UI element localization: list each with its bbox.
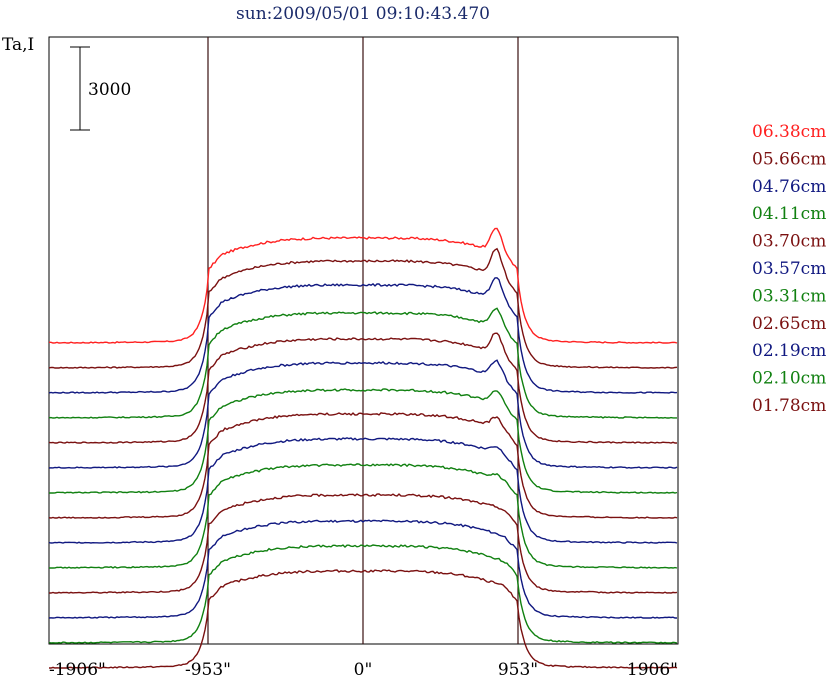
series-line — [48, 412, 678, 519]
series-line — [49, 493, 678, 594]
series-line — [49, 463, 678, 569]
legend-item: 02.19cm — [752, 341, 826, 361]
series-line — [48, 307, 677, 419]
series-line — [48, 277, 678, 394]
legend: 06.38cm 05.66cm 04.76cm 04.11cm 03.70cm 03.57… — [752, 122, 826, 416]
x-tick-labels: -1906" -953" 0" 953" 1906" — [49, 660, 678, 680]
series-line — [48, 247, 678, 369]
y-axis-label: Ta,I — [2, 35, 34, 55]
legend-item: 04.76cm — [752, 177, 826, 197]
series-line — [48, 519, 677, 619]
x-tick-label: 953" — [498, 660, 538, 680]
chart-title: sun:2009/05/01 09:10:43.470 — [236, 4, 490, 24]
series-line — [49, 227, 678, 344]
series-line — [48, 332, 677, 444]
x-tick-label: -953" — [185, 660, 231, 680]
scale-bar: 3000 — [70, 46, 131, 131]
series-line — [48, 437, 678, 544]
series-line — [48, 544, 678, 644]
legend-item: 03.57cm — [752, 259, 826, 279]
x-tick-label: 1906" — [627, 660, 678, 680]
reference-lines — [207, 37, 519, 644]
series-lines — [48, 227, 678, 669]
series-line — [48, 359, 678, 469]
legend-item: 02.65cm — [752, 314, 826, 334]
x-tick-label: -1906" — [49, 660, 106, 680]
x-tick-label: 0" — [354, 660, 373, 680]
series-line — [48, 388, 678, 494]
legend-item: 01.78cm — [752, 396, 826, 416]
legend-item: 04.11cm — [752, 204, 826, 224]
series-line — [49, 569, 678, 669]
legend-item: 03.31cm — [752, 286, 826, 306]
legend-item: 02.10cm — [752, 369, 826, 389]
legend-item: 06.38cm — [752, 122, 826, 142]
legend-item: 05.66cm — [752, 149, 826, 169]
scale-bar-label: 3000 — [88, 80, 131, 100]
legend-item: 03.70cm — [752, 232, 826, 252]
